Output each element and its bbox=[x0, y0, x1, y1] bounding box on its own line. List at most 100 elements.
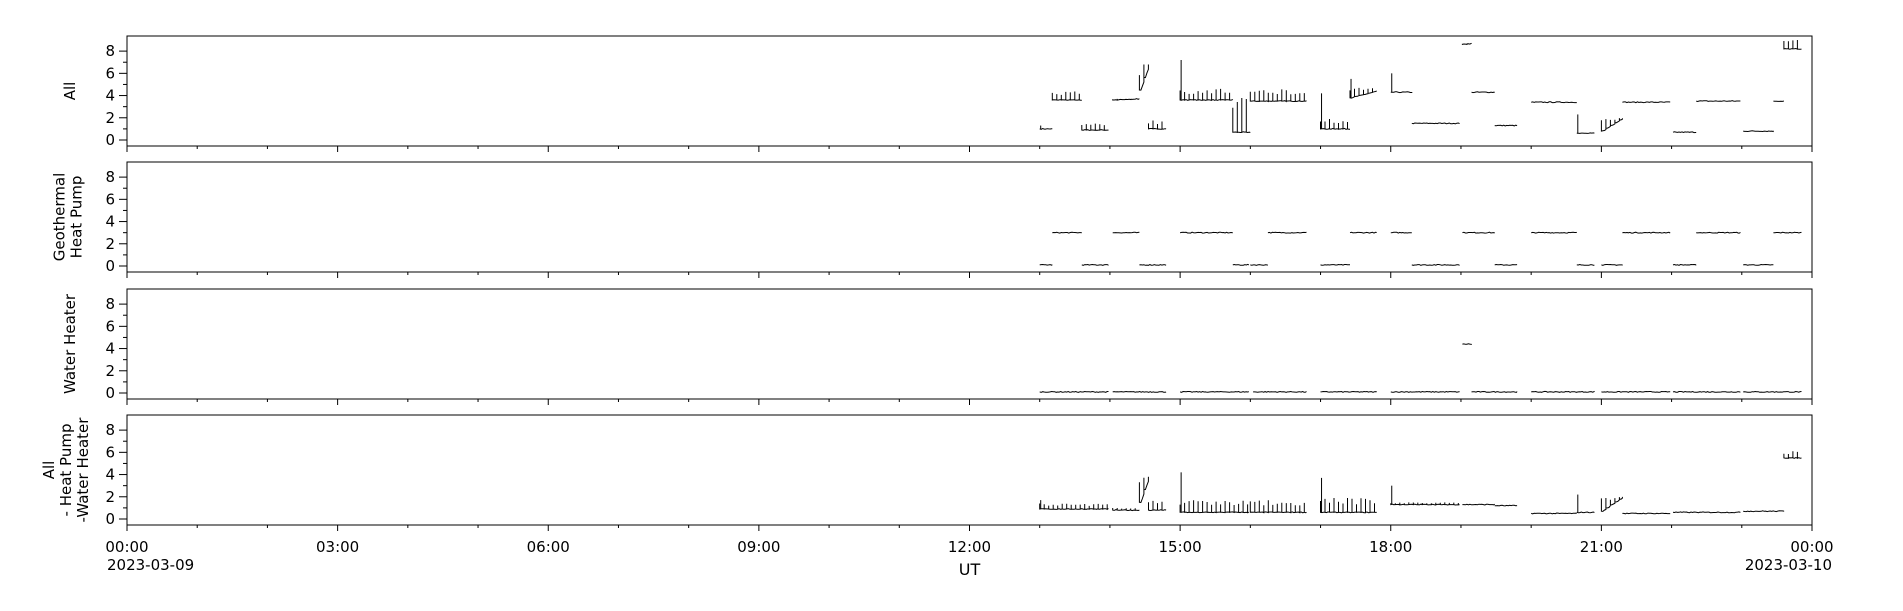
panel-0-trace-segment-15 bbox=[1495, 125, 1517, 126]
x-start-date-label: 2023-03-09 bbox=[107, 556, 194, 574]
panel-1-trace-segment-13 bbox=[1462, 232, 1494, 233]
x-tick-label-1: 03:00 bbox=[316, 538, 359, 556]
panel-2-trace-segment-6 bbox=[1462, 344, 1471, 345]
panel-0-ylabel-line-0: All bbox=[61, 82, 79, 101]
panel-0-trace-segment-12 bbox=[1412, 123, 1460, 124]
panel-0-trace-segment-9 bbox=[1321, 119, 1351, 129]
panel-0-trace-segment-22 bbox=[1743, 131, 1773, 132]
panel-0-trace-segment-3 bbox=[1113, 99, 1140, 100]
panel-0-ytick-label-1: 2 bbox=[105, 109, 115, 127]
panel-3-trace-segment-11 bbox=[1577, 512, 1595, 513]
panel-1-trace-segment-1 bbox=[1052, 232, 1082, 233]
panel-3-trace-segment-15 bbox=[1743, 511, 1784, 512]
panel-0-trace-segment-20 bbox=[1673, 132, 1696, 133]
panel-1-trace-segment-0 bbox=[1040, 265, 1053, 266]
panel-3-ylabel-line-2: -Water Heater bbox=[74, 417, 92, 523]
x-tick-label-4: 12:00 bbox=[948, 538, 991, 556]
panel-1-ytick-label-4: 8 bbox=[105, 168, 115, 186]
panel-0-trace-segment-2 bbox=[1082, 124, 1109, 131]
x-tick-label-5: 15:00 bbox=[1159, 538, 1202, 556]
panel-2-trace-segment-10 bbox=[1673, 392, 1740, 393]
panel-2-ytick-label-1: 2 bbox=[105, 362, 115, 380]
panel-3-trace-segment-14 bbox=[1673, 512, 1740, 513]
panel-1-trace-segment-19 bbox=[1673, 265, 1696, 266]
panel-3-ytick-label-1: 2 bbox=[105, 488, 115, 506]
panel-1-ytick-label-0: 0 bbox=[105, 257, 115, 275]
panel-2-trace-segment-11 bbox=[1743, 392, 1801, 393]
panel-1-trace-segment-3 bbox=[1113, 232, 1140, 233]
panel-1-ytick-label-1: 2 bbox=[105, 235, 115, 253]
panel-0-ylabel: All bbox=[61, 82, 79, 101]
panel-1-trace-segment-14 bbox=[1495, 265, 1517, 266]
panel-1-trace-segment-16 bbox=[1577, 265, 1595, 266]
panel-0-trace-segment-5 bbox=[1149, 121, 1167, 130]
panel-2-ylabel-line-0: Water Heater bbox=[61, 293, 79, 394]
panel-0-trace-segment-4 bbox=[1139, 65, 1148, 91]
panel-0-ytick-label-3: 6 bbox=[105, 64, 115, 82]
panel-1-trace-segment-15 bbox=[1531, 232, 1577, 233]
panel-3-trace-segment-10 bbox=[1531, 513, 1577, 514]
panel-0-trace-segment-18 bbox=[1601, 118, 1622, 131]
panel-2-frame bbox=[127, 289, 1812, 399]
panel-2-trace-segment-2 bbox=[1180, 392, 1249, 393]
panel-3-ylabel-line-1: - Heat Pump bbox=[57, 424, 75, 517]
panel-0-trace-segment-6 bbox=[1180, 89, 1233, 101]
panel-2-trace-segment-8 bbox=[1531, 391, 1594, 392]
panel-1-trace-segment-7 bbox=[1250, 265, 1268, 266]
panel-0-trace-segment-16 bbox=[1531, 102, 1577, 103]
panel-1-trace-segment-2 bbox=[1082, 265, 1109, 266]
x-tick-label-8: 00:00 bbox=[1790, 538, 1833, 556]
panel-0-frame bbox=[127, 36, 1812, 146]
panel-1-ytick-label-3: 6 bbox=[105, 190, 115, 208]
panel-3-trace-segment-16 bbox=[1784, 451, 1802, 458]
panel-0-trace-segment-8 bbox=[1250, 89, 1306, 101]
panel-1-ylabel-line-1: Heat Pump bbox=[68, 176, 86, 259]
panel-3-trace-segment-12 bbox=[1601, 497, 1622, 512]
panel-1-ylabel-line-0: Geothermal bbox=[51, 173, 69, 262]
panel-3-ytick-label-0: 0 bbox=[105, 510, 115, 528]
panel-3-trace-segment-6 bbox=[1321, 498, 1377, 513]
panel-0-ytick-label-2: 4 bbox=[105, 87, 115, 105]
panel-2-trace-segment-0 bbox=[1040, 392, 1109, 393]
panel-2-ytick-label-3: 6 bbox=[105, 317, 115, 335]
panel-1-trace-segment-9 bbox=[1321, 265, 1351, 266]
panel-1-trace-segment-20 bbox=[1696, 232, 1740, 233]
panel-0-trace-segment-24 bbox=[1784, 40, 1802, 49]
x-tick-label-7: 21:00 bbox=[1580, 538, 1623, 556]
panel-2-trace-segment-4 bbox=[1321, 392, 1377, 393]
panel-1-ylabel: GeothermalHeat Pump bbox=[51, 173, 86, 262]
panel-1-trace-segment-18 bbox=[1622, 232, 1670, 233]
panel-3-trace-segment-13 bbox=[1622, 513, 1670, 514]
panel-0-ytick-label-0: 0 bbox=[105, 131, 115, 149]
panel-2-trace-segment-3 bbox=[1253, 392, 1306, 393]
panel-0-trace-segment-19 bbox=[1622, 102, 1670, 103]
panel-0-trace-segment-13 bbox=[1462, 43, 1471, 44]
panel-1-trace-segment-5 bbox=[1180, 232, 1233, 233]
panel-1-trace-segment-11 bbox=[1391, 232, 1412, 233]
panel-2-trace-segment-7 bbox=[1472, 392, 1518, 393]
panel-3-trace-segment-4 bbox=[1180, 500, 1249, 513]
panel-1-trace-segment-12 bbox=[1412, 265, 1460, 266]
panel-3-trace-segment-1 bbox=[1113, 508, 1140, 511]
x-tick-label-0: 00:00 bbox=[105, 538, 148, 556]
panel-2-trace-segment-9 bbox=[1601, 392, 1670, 393]
panel-3-trace-segment-9 bbox=[1495, 505, 1517, 506]
panel-0-ytick-label-4: 8 bbox=[105, 42, 115, 60]
panel-3-trace-segment-5 bbox=[1250, 500, 1306, 513]
panel-3-trace-segment-2 bbox=[1139, 477, 1148, 503]
panel-1-trace-segment-21 bbox=[1743, 265, 1773, 266]
panel-2-trace-segment-1 bbox=[1113, 392, 1166, 393]
x-axis-label: UT bbox=[959, 560, 981, 579]
panel-3-trace-segment-3 bbox=[1149, 501, 1167, 511]
panel-0-trace-segment-14 bbox=[1472, 92, 1495, 93]
panel-0-trace-segment-1 bbox=[1052, 92, 1082, 101]
panel-2-ylabel: Water Heater bbox=[61, 293, 79, 394]
panel-2-trace-segment-5 bbox=[1391, 392, 1460, 393]
panel-1-trace-segment-6 bbox=[1233, 264, 1249, 265]
panel-3-frame bbox=[127, 415, 1812, 525]
panel-1-frame bbox=[127, 162, 1812, 272]
x-end-date-label: 2023-03-10 bbox=[1745, 556, 1832, 574]
panel-0-trace-segment-11 bbox=[1391, 92, 1412, 93]
